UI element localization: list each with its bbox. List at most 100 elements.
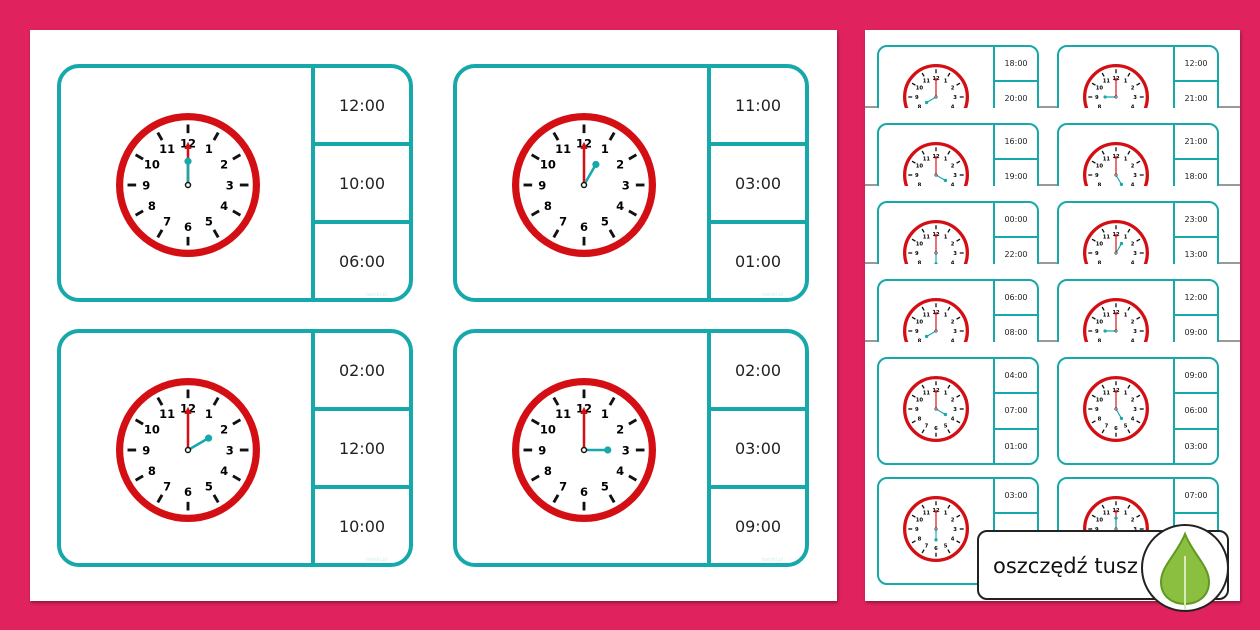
answer-option[interactable]: 11:00 — [734, 95, 782, 115]
save-ink-label: oszczędź tusz — [993, 554, 1138, 578]
answer-options: 12:00 21:00 — [1173, 47, 1217, 108]
svg-text:1: 1 — [944, 510, 948, 516]
svg-text:6: 6 — [184, 220, 192, 234]
svg-text:2: 2 — [1131, 85, 1135, 91]
svg-text:4: 4 — [220, 464, 228, 478]
svg-text:9: 9 — [1095, 95, 1099, 101]
main-preview-page: 12345678910111212:0010:0006:00twinkl.pl1… — [30, 30, 837, 601]
svg-text:3: 3 — [622, 443, 630, 457]
svg-text:1: 1 — [205, 407, 213, 421]
answer-option[interactable]: 09:00 — [1184, 371, 1208, 381]
answer-option[interactable]: 16:00 — [1004, 137, 1028, 147]
answer-option[interactable]: 10:00 — [315, 142, 409, 220]
svg-text:2: 2 — [220, 422, 228, 436]
answer-option[interactable]: 06:00 — [315, 220, 409, 298]
svg-text:3: 3 — [953, 329, 957, 335]
svg-text:8: 8 — [544, 199, 552, 213]
svg-text:3: 3 — [953, 95, 957, 101]
answer-option[interactable]: 03:00 — [1175, 427, 1217, 463]
answer-option[interactable] — [1175, 512, 1217, 547]
svg-text:11: 11 — [1103, 234, 1111, 240]
svg-text:10: 10 — [540, 422, 556, 436]
svg-text:4: 4 — [616, 199, 624, 213]
answer-option[interactable]: 02:00 — [734, 360, 782, 380]
answer-option[interactable]: 20:00 — [995, 80, 1037, 108]
answer-option[interactable]: 03:00 — [711, 142, 805, 220]
svg-text:4: 4 — [220, 199, 228, 213]
answer-option[interactable]: 18:00 — [1175, 158, 1217, 186]
svg-text:1: 1 — [944, 156, 948, 162]
answer-option[interactable]: 02:00 — [338, 360, 386, 380]
svg-text:1: 1 — [601, 407, 609, 421]
svg-text:8: 8 — [1098, 105, 1102, 108]
answer-option[interactable]: 19:00 — [995, 158, 1037, 186]
answer-option[interactable]: 12:00 — [1184, 59, 1208, 69]
svg-text:5: 5 — [601, 214, 609, 228]
svg-text:4: 4 — [951, 183, 955, 186]
answer-option[interactable]: 00:00 — [1004, 215, 1028, 225]
answer-option[interactable]: 12:00 — [1184, 293, 1208, 303]
answer-option[interactable]: 01:00 — [711, 220, 805, 298]
answer-option[interactable]: 23:00 — [1184, 215, 1208, 225]
svg-text:11: 11 — [159, 142, 175, 156]
svg-text:4: 4 — [616, 464, 624, 478]
answer-option[interactable]: 06:00 — [1175, 392, 1217, 427]
svg-text:10: 10 — [916, 163, 924, 169]
answer-option[interactable]: 07:00 — [995, 392, 1037, 427]
thumbnail-preview-page[interactable]: 12345678910111218:0020:00123456789101112… — [865, 30, 1240, 601]
answer-option[interactable]: 21:00 — [1184, 137, 1208, 147]
svg-text:10: 10 — [916, 241, 924, 247]
divider — [865, 106, 1240, 108]
answer-option[interactable]: 08:00 — [995, 314, 1037, 342]
svg-text:11: 11 — [923, 156, 931, 162]
answer-option[interactable]: 10:00 — [315, 485, 409, 563]
answer-option[interactable]: 03:00 — [1004, 491, 1028, 501]
svg-text:7: 7 — [925, 544, 929, 550]
answer-option[interactable]: 09:00 — [1175, 314, 1217, 342]
svg-text:2: 2 — [616, 422, 624, 436]
answer-option[interactable]: 07:00 — [1184, 491, 1208, 501]
answer-option[interactable]: 09:00 — [711, 485, 805, 563]
answer-option[interactable]: 12:00 — [315, 407, 409, 485]
svg-text:8: 8 — [1098, 261, 1102, 264]
answer-option[interactable]: 12:00 — [338, 95, 386, 115]
answer-options: 16:00 19:00 — [993, 125, 1037, 186]
svg-text:3: 3 — [622, 178, 630, 192]
answer-option[interactable]: 03:00 — [711, 407, 805, 485]
svg-text:7: 7 — [163, 214, 171, 228]
answer-option[interactable] — [995, 512, 1037, 547]
clock-card[interactable]: 12345678910111203:00 — [877, 477, 1039, 585]
svg-text:9: 9 — [915, 173, 919, 179]
answer-option[interactable]: 01:00 — [995, 427, 1037, 463]
answer-option[interactable]: 04:00 — [1004, 371, 1028, 381]
answer-option[interactable]: 06:00 — [1004, 293, 1028, 303]
answer-option[interactable]: 18:00 — [1004, 59, 1028, 69]
svg-text:1: 1 — [1124, 312, 1128, 318]
answer-option[interactable]: 22:00 — [995, 236, 1037, 264]
answer-options: 09:00 06:00 03:00 — [1173, 359, 1217, 463]
svg-text:6: 6 — [580, 485, 588, 499]
answer-option[interactable]: 21:00 — [1175, 80, 1217, 108]
svg-text:8: 8 — [544, 464, 552, 478]
answer-option[interactable]: 13:00 — [1175, 236, 1217, 264]
